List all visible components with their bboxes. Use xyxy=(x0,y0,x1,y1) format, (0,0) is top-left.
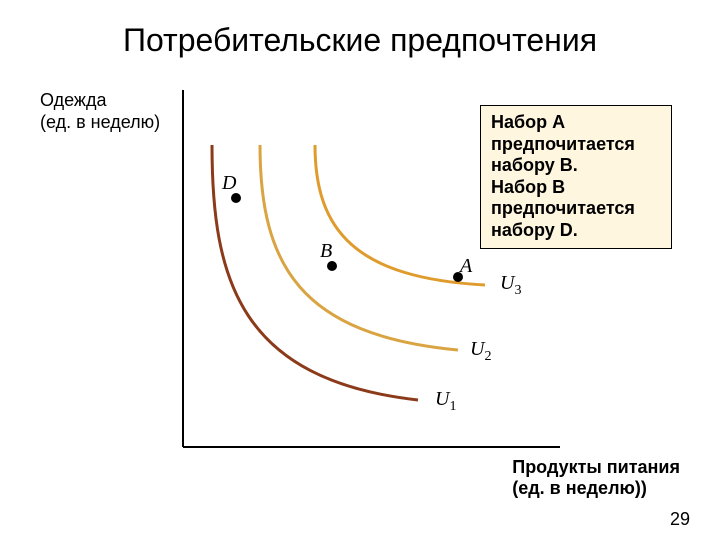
curve-u2 xyxy=(260,145,458,350)
point-label-b: B xyxy=(320,240,332,263)
curve-label-u2: U2 xyxy=(470,338,491,365)
preference-note-box: Набор A предпочитается набору B. Набор B… xyxy=(480,105,672,249)
page-number: 29 xyxy=(670,509,690,530)
curve-label-u1: U1 xyxy=(435,388,456,415)
x-axis-label: Продукты питания(ед. в неделю)) xyxy=(512,457,680,500)
point-label-a: A xyxy=(460,255,472,278)
curve-u1 xyxy=(212,145,418,400)
curve-label-u3: U3 xyxy=(500,272,521,299)
point-label-d: D xyxy=(222,172,236,195)
